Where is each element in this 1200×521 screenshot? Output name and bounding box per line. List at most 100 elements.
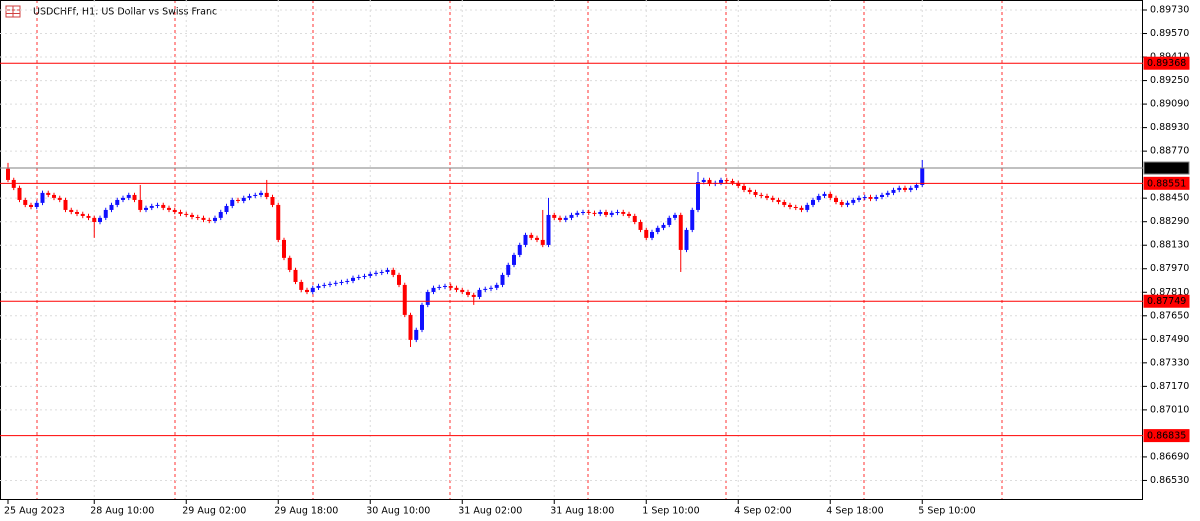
y-tick-label: 0.87970 [1150,263,1189,274]
candle-body [529,234,534,238]
candle-body [201,217,206,220]
candle-body [891,189,896,193]
y-tick-label: 0.86690 [1150,451,1189,462]
candle-body [109,204,114,210]
candle-body [535,237,539,240]
candle-body [259,192,263,195]
candle-body [839,201,844,205]
candle-body [903,187,907,190]
candle-body [552,214,557,218]
symbol-icon[interactable] [5,5,21,18]
candle-body [287,257,292,270]
candle-body [282,239,286,258]
y-tick-label: 0.89090 [1150,99,1189,110]
candle-body [707,179,712,184]
candle-body [328,283,332,285]
candle-body [483,288,488,290]
level-label-box [1143,176,1190,190]
level-label: 0.86835 [1147,431,1186,442]
candle-body [845,202,850,205]
candle-body [563,217,568,220]
x-tick-label: 5 Sep 10:00 [918,506,975,517]
candle-body [126,194,131,198]
y-tick-label: 0.88130 [1150,240,1189,251]
candle-body [880,194,884,198]
candle-body [569,214,574,218]
candle-body [34,202,39,207]
candle-body [673,214,677,218]
candle-body [736,182,741,186]
candle-body [517,244,522,255]
candle-body [98,217,102,222]
candle-body [454,287,459,290]
plot-frame [0,0,1143,500]
candle-body [558,217,562,220]
level-label-box [1143,56,1190,70]
candle-body [908,187,913,190]
level-label: 0.87749 [1147,296,1186,307]
y-tick-label: 0.89250 [1150,75,1189,86]
candle-body [115,199,120,205]
candle-body [477,289,482,297]
candle-body [132,194,137,200]
candle-body [443,285,447,287]
candle-body [351,277,355,281]
candle-body [759,194,764,196]
candle-body [86,215,91,218]
y-tick-label: 0.88450 [1150,193,1189,204]
candle-body [425,291,430,305]
candle-body [184,213,189,215]
candle-body [506,264,511,275]
chart-title: USDCHFf, H1: US Dollar vs Swiss Franc [33,7,217,18]
candle-body [592,212,597,214]
candle-body [650,231,654,238]
candle-body [690,209,695,230]
day-separators [36,0,1003,500]
candle-body [730,180,735,183]
candle-body [345,280,350,282]
candle-body [437,286,442,288]
candle-body [782,201,787,205]
candle-body [575,212,580,215]
candle-body [362,275,367,277]
candle-body [678,214,683,250]
y-tick-label: 0.88930 [1150,122,1189,133]
x-tick-label: 29 Aug 02:00 [182,506,246,517]
candle-body [379,271,384,273]
candle-body [213,217,217,221]
candle-body [615,211,620,213]
candle-body [46,192,51,195]
candle-body [80,213,85,216]
candle-body [914,184,919,188]
candle-body [322,284,327,286]
candle-body [121,197,125,200]
candle-body [11,179,16,188]
candle-body [770,197,775,200]
x-tick-label: 1 Sep 10:00 [642,506,699,517]
candle-body [719,179,723,183]
candle-body [402,284,407,315]
candle-body [385,269,390,272]
y-tick-label: 0.89730 [1150,4,1189,15]
candle-body [661,224,666,228]
level-label-box [1143,161,1190,175]
y-tick-label: 0.87170 [1150,381,1189,392]
candle-body [581,211,585,213]
level-label: 0.88655 [1147,163,1186,174]
candle-body [788,204,792,207]
candle-body [471,294,476,297]
candle-body [397,274,401,285]
x-tick-label: 31 Aug 02:00 [458,506,522,517]
candle-body [627,213,631,216]
candle-body [276,204,281,240]
candle-body [299,281,304,290]
level-label-box [1143,294,1190,308]
candle-body [310,287,315,292]
candle-body [920,168,925,185]
candle-body [747,189,752,193]
candle-body [684,229,689,250]
candle-body [420,304,424,330]
